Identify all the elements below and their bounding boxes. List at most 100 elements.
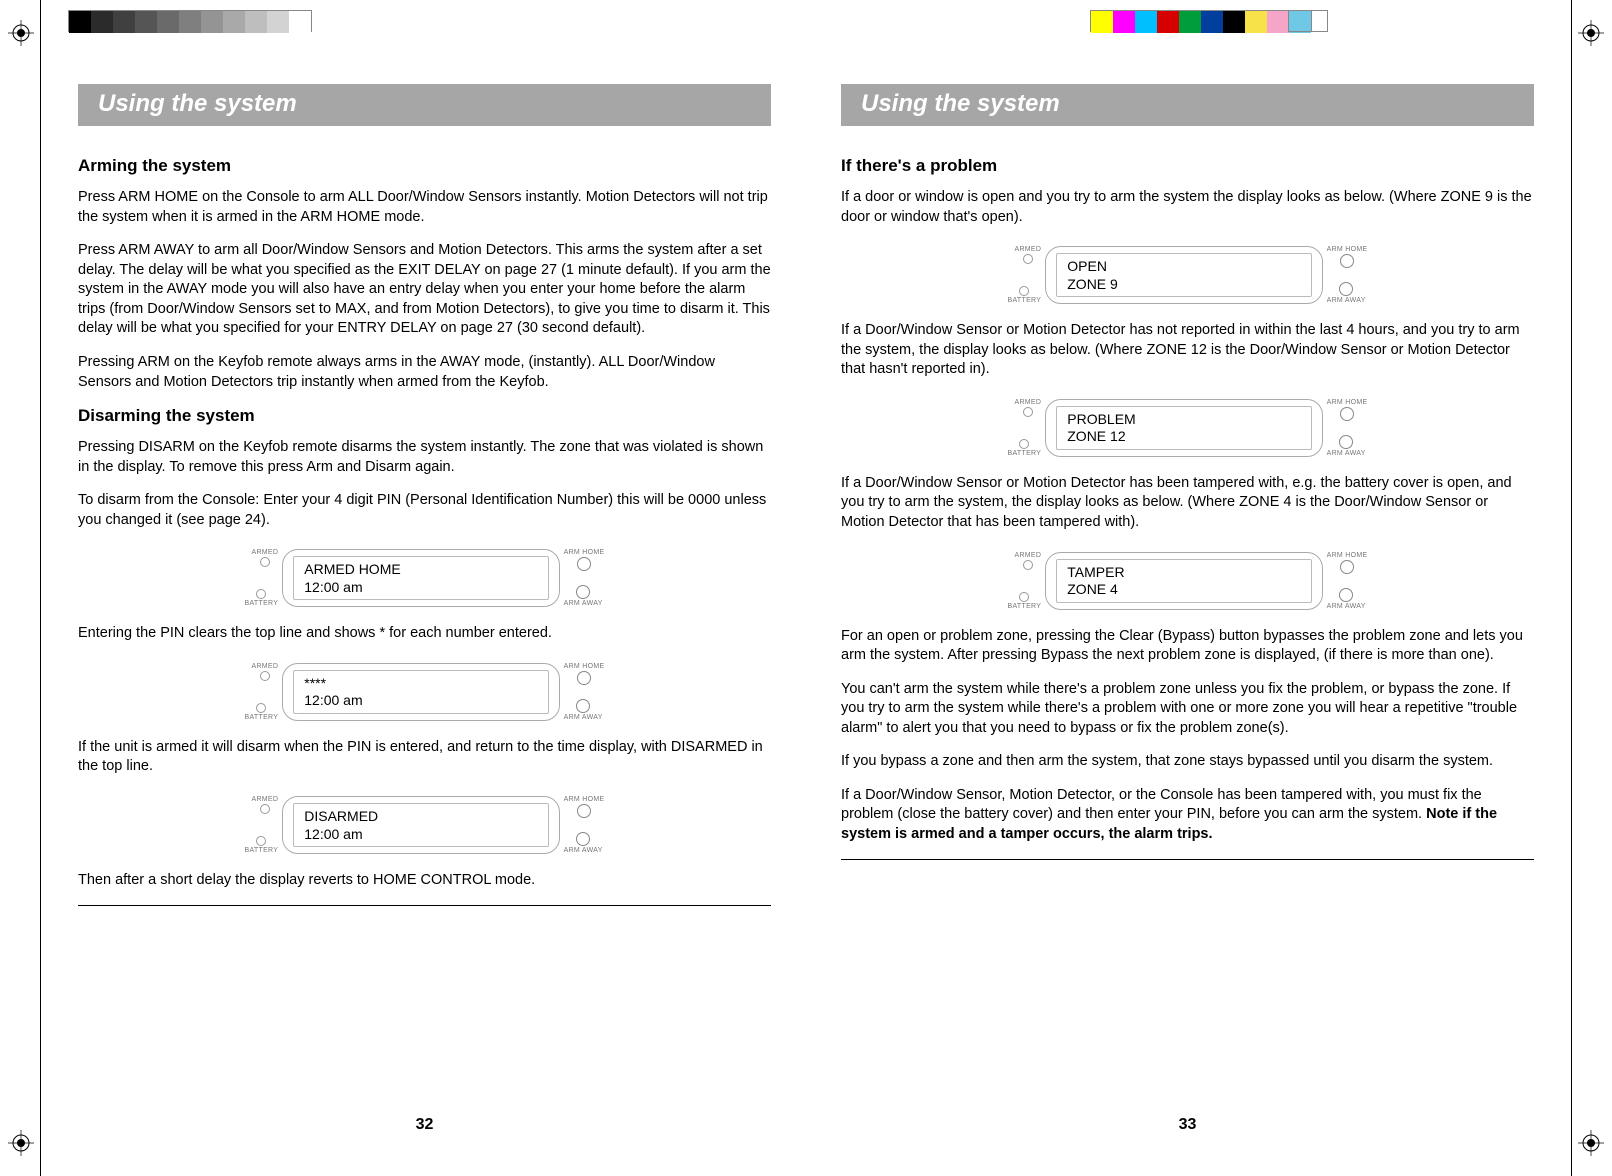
swatch-outline-box: [1288, 10, 1328, 32]
registration-mark-icon: [1578, 20, 1604, 46]
lcd-diagram-armed-home: ARMED BATTERY ARMED HOME12:00 am ARM HOM…: [245, 544, 605, 612]
crop-line-right: [1571, 0, 1572, 1176]
button-icon: [1339, 435, 1353, 449]
lcd-line2: 12:00 am: [304, 826, 537, 844]
section-header: Using the system: [841, 84, 1534, 126]
lcd-label-battery: BATTERY: [245, 600, 279, 607]
button-icon: [576, 832, 590, 846]
swatch-cell: [289, 11, 311, 33]
led-icon: [1023, 254, 1033, 264]
heading-problem: If there's a problem: [841, 156, 1534, 176]
body-paragraph: Pressing ARM on the Keyfob remote always…: [78, 353, 771, 392]
lcd-line1: PROBLEM: [1067, 411, 1300, 429]
swatch-cell: [69, 11, 91, 33]
button-icon: [576, 699, 590, 713]
lcd-diagram-tamper-zone: ARMED BATTERY TAMPERZONE 4 ARM HOME ARM …: [1008, 547, 1368, 615]
page-right: Using the system If there's a problem If…: [841, 80, 1534, 1116]
section-header: Using the system: [78, 84, 771, 126]
swatch-cell: [223, 11, 245, 33]
grayscale-swatch-strip: [68, 10, 312, 32]
button-icon: [577, 557, 591, 571]
led-icon: [1023, 407, 1033, 417]
led-icon: [260, 804, 270, 814]
led-icon: [1019, 439, 1029, 449]
heading-arming: Arming the system: [78, 156, 771, 176]
lcd-line2: ZONE 12: [1067, 428, 1300, 446]
page-left: Using the system Arming the system Press…: [78, 80, 771, 1116]
swatch-cell: [179, 11, 201, 33]
swatch-cell: [245, 11, 267, 33]
swatch-cell: [1113, 11, 1135, 33]
swatch-cell: [1179, 11, 1201, 33]
body-paragraph: You can't arm the system while there's a…: [841, 680, 1534, 739]
lcd-diagram-open-zone: ARMED BATTERY OPENZONE 9 ARM HOME ARM AW…: [1008, 241, 1368, 309]
lcd-line2: 12:00 am: [304, 692, 537, 710]
page-number: 33: [841, 1116, 1534, 1134]
registration-mark-icon: [8, 20, 34, 46]
button-icon: [1340, 560, 1354, 574]
button-icon: [577, 804, 591, 818]
swatch-cell: [1091, 11, 1113, 33]
lcd-line2: 12:00 am: [304, 579, 537, 597]
led-icon: [256, 836, 266, 846]
swatch-cell: [91, 11, 113, 33]
body-paragraph: If you bypass a zone and then arm the sy…: [841, 752, 1534, 772]
lcd-diagram-problem-zone: ARMED BATTERY PROBLEMZONE 12 ARM HOME AR…: [1008, 394, 1368, 462]
button-icon: [577, 671, 591, 685]
swatch-cell: [113, 11, 135, 33]
lcd-line1: ARMED HOME: [304, 561, 537, 579]
led-icon: [256, 703, 266, 713]
body-paragraph: If a Door/Window Sensor or Motion Detect…: [841, 474, 1534, 533]
swatch-cell: [1135, 11, 1157, 33]
lcd-diagram-disarmed: ARMED BATTERY DISARMED12:00 am ARM HOME …: [245, 791, 605, 859]
body-run: If a Door/Window Sensor, Motion Detector…: [841, 787, 1482, 823]
lcd-line2: ZONE 4: [1067, 581, 1300, 599]
lcd-label-arm-away: ARM AWAY: [564, 600, 603, 607]
button-icon: [1339, 282, 1353, 296]
swatch-cell: [157, 11, 179, 33]
led-icon: [256, 589, 266, 599]
lcd-line1: DISARMED: [304, 808, 537, 826]
button-icon: [1340, 407, 1354, 421]
lcd-line1: OPEN: [1067, 258, 1300, 276]
body-paragraph: For an open or problem zone, pressing th…: [841, 627, 1534, 666]
page-number: 32: [78, 1116, 771, 1134]
body-paragraph: Press ARM HOME on the Console to arm ALL…: [78, 188, 771, 227]
body-paragraph: If a door or window is open and you try …: [841, 188, 1534, 227]
swatch-cell: [1201, 11, 1223, 33]
swatch-cell: [1223, 11, 1245, 33]
button-icon: [1340, 254, 1354, 268]
body-paragraph: Pressing DISARM on the Keyfob remote dis…: [78, 438, 771, 477]
led-icon: [260, 557, 270, 567]
lcd-line1: TAMPER: [1067, 564, 1300, 582]
swatch-cell: [135, 11, 157, 33]
body-paragraph: Entering the PIN clears the top line and…: [78, 624, 771, 644]
led-icon: [1023, 560, 1033, 570]
page-rule: [841, 859, 1534, 860]
button-icon: [576, 585, 590, 599]
swatch-cell: [1245, 11, 1267, 33]
heading-disarming: Disarming the system: [78, 406, 771, 426]
swatch-cell: [267, 11, 289, 33]
page-rule: [78, 905, 771, 906]
swatch-cell: [201, 11, 223, 33]
swatch-cell: [1267, 11, 1289, 33]
lcd-diagram-pin-entry: ARMED BATTERY ****12:00 am ARM HOME ARM …: [245, 658, 605, 726]
body-paragraph: If the unit is armed it will disarm when…: [78, 738, 771, 777]
registration-mark-icon: [8, 1130, 34, 1156]
body-paragraph: Then after a short delay the display rev…: [78, 871, 771, 891]
led-icon: [260, 671, 270, 681]
lcd-line1: ****: [304, 675, 537, 693]
body-paragraph: To disarm from the Console: Enter your 4…: [78, 491, 771, 530]
swatch-cell: [1157, 11, 1179, 33]
lcd-label-arm-home: ARM HOME: [564, 549, 605, 556]
color-swatch-strip: [1090, 10, 1312, 32]
crop-line-left: [40, 0, 41, 1176]
button-icon: [1339, 588, 1353, 602]
body-paragraph: Press ARM AWAY to arm all Door/Window Se…: [78, 241, 771, 339]
led-icon: [1019, 286, 1029, 296]
registration-mark-icon: [1578, 1130, 1604, 1156]
lcd-label-armed: ARMED: [251, 549, 278, 556]
led-icon: [1019, 592, 1029, 602]
body-paragraph: If a Door/Window Sensor, Motion Detector…: [841, 786, 1534, 845]
